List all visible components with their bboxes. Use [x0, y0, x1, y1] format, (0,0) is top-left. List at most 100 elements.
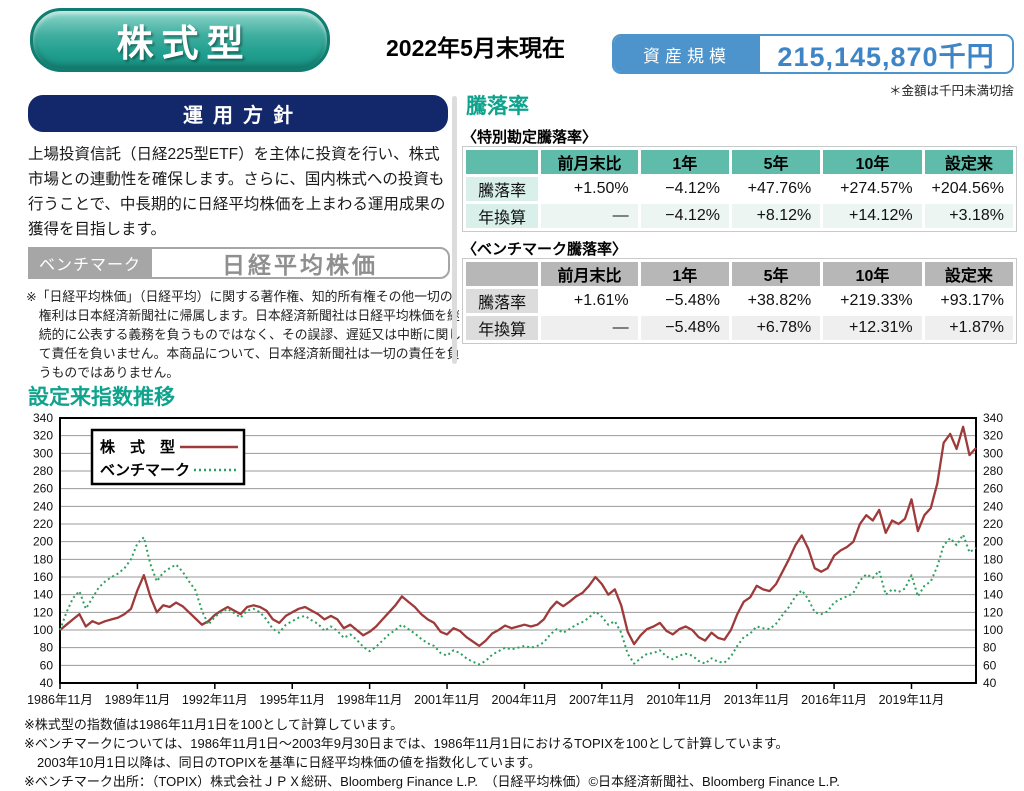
footnote-line: ※ベンチマーク出所：（TOPIX）株式会社ＪＰＸ総研、Bloomberg Fin…: [24, 773, 840, 789]
performance-section-title: 騰落率: [466, 95, 529, 118]
table-row: 騰落率 +1.50% −4.12% +47.76% +274.57% +204.…: [466, 177, 1013, 201]
svg-text:200: 200: [33, 535, 53, 549]
perf-value: −4.12%: [640, 204, 729, 228]
svg-text:180: 180: [33, 552, 53, 566]
row-label: 年換算: [466, 316, 539, 340]
table-row: 年換算 — −5.48% +6.78% +12.31% +1.87%: [466, 316, 1013, 340]
table-header-row: 前月末比 1年 5年 10年 設定来: [466, 150, 1013, 174]
perf-value: −5.48%: [640, 289, 729, 313]
svg-text:2004年11月: 2004年11月: [492, 693, 558, 707]
perf-value: +204.56%: [924, 177, 1013, 201]
svg-text:160: 160: [33, 570, 53, 584]
perf-value: +1.50%: [541, 177, 638, 201]
table-row: 騰落率 +1.61% −5.48% +38.82% +219.33% +93.1…: [466, 289, 1013, 313]
row-label: 騰落率: [466, 177, 539, 201]
svg-text:120: 120: [33, 605, 53, 619]
perf-value: −5.48%: [640, 316, 729, 340]
table2-benchmark: 前月末比 1年 5年 10年 設定来 騰落率 +1.61% −5.48% +38…: [462, 258, 1017, 344]
row-label: 年換算: [466, 204, 539, 228]
svg-text:ベンチマーク: ベンチマーク: [100, 462, 190, 479]
perf-value: +1.87%: [924, 316, 1013, 340]
perf-value: +219.33%: [823, 289, 922, 313]
svg-text:300: 300: [33, 446, 53, 460]
perf-value: +38.82%: [731, 289, 821, 313]
col-header: 1年: [640, 150, 729, 174]
aum-rounding-note: ＊金額は千円未満切捨: [888, 84, 1014, 98]
table1-special-account: 前月末比 1年 5年 10年 設定来 騰落率 +1.50% −4.12% +47…: [462, 146, 1017, 232]
row-label: 騰落率: [466, 289, 539, 313]
col-header: 前月末比: [541, 262, 638, 286]
perf-value: +14.12%: [823, 204, 922, 228]
svg-text:120: 120: [983, 605, 1003, 619]
svg-text:240: 240: [33, 499, 53, 513]
svg-text:1998年11月: 1998年11月: [337, 693, 403, 707]
svg-text:300: 300: [983, 446, 1003, 460]
svg-text:100: 100: [33, 623, 53, 637]
col-header: [466, 262, 539, 286]
svg-text:株 式 型: 株 式 型: [100, 438, 175, 456]
svg-text:80: 80: [40, 641, 54, 655]
index-chart-container: 40 40 60 60 80 80 100 100 120 120 140 140 160 160 180 1…: [20, 408, 1020, 708]
svg-text:60: 60: [983, 658, 997, 672]
aum-value: 215,145,870千円: [777, 41, 995, 72]
svg-text:1995年11月: 1995年11月: [259, 693, 325, 707]
svg-text:280: 280: [983, 464, 1003, 478]
svg-text:2010年11月: 2010年11月: [646, 693, 712, 707]
svg-text:340: 340: [983, 411, 1003, 425]
index-chart: 40 40 60 60 80 80 100 100 120 120 140 140 160 160 180 1…: [27, 411, 1003, 707]
perf-value: −4.12%: [640, 177, 729, 201]
perf-value: +1.61%: [541, 289, 638, 313]
perf-value: —: [541, 204, 638, 228]
svg-text:220: 220: [33, 517, 53, 531]
table-row: 年換算 — −4.12% +8.12% +14.12% +3.18%: [466, 204, 1013, 228]
footnote-line: 2003年10月1日以降は、同日のTOPIXを基準に日経平均株価の値を指数化して…: [24, 754, 541, 770]
perf-value: +47.76%: [731, 177, 821, 201]
footnote-line: ※ベンチマークについては、1986年11月1日～2003年9月30日までは、19…: [24, 735, 789, 751]
svg-text:80: 80: [983, 641, 997, 655]
svg-text:320: 320: [33, 429, 53, 443]
perf-value: —: [541, 316, 638, 340]
table1-caption: 〈特別勘定騰落率〉: [462, 129, 598, 146]
policy-title: 運用方針: [183, 105, 303, 127]
benchmark-label: ベンチマーク: [28, 247, 152, 279]
svg-text:2013年11月: 2013年11月: [724, 693, 790, 707]
svg-text:140: 140: [983, 588, 1003, 602]
perf-value: +274.57%: [823, 177, 922, 201]
col-header: 10年: [823, 150, 922, 174]
perf-value: +3.18%: [924, 204, 1013, 228]
svg-text:260: 260: [983, 482, 1003, 496]
col-header: 5年: [731, 262, 821, 286]
svg-text:2019年11月: 2019年11月: [879, 693, 945, 707]
footnote-line: ※株式型の指数値は1986年11月1日を100として計算しています。: [24, 717, 404, 732]
policy-section-header: 運用方針: [28, 95, 448, 132]
table-header-row: 前月末比 1年 5年 10年 設定来: [466, 262, 1013, 286]
svg-text:1992年11月: 1992年11月: [182, 693, 248, 707]
footnotes: ※株式型の指数値は1986年11月1日を100として計算しています。 ※ベンチマ…: [24, 716, 1014, 791]
col-header: 10年: [823, 262, 922, 286]
perf-value: +12.31%: [823, 316, 922, 340]
svg-text:60: 60: [40, 658, 54, 672]
svg-text:280: 280: [33, 464, 53, 478]
col-header: 前月末比: [541, 150, 638, 174]
svg-text:160: 160: [983, 570, 1003, 584]
svg-text:140: 140: [33, 588, 53, 602]
svg-text:40: 40: [983, 676, 997, 690]
benchmark-value: 日経平均株価: [150, 247, 450, 279]
policy-body-text: 上場投資信託（日経225型ETF）を主体に投資を行い、株式市場との連動性を確保し…: [28, 146, 446, 239]
svg-text:100: 100: [983, 623, 1003, 637]
svg-text:1986年11月: 1986年11月: [27, 693, 93, 707]
benchmark-disclaimer: ※「日経平均株価」（日経平均）に関する著作権、知的所有権その他一切の権利は日本経…: [26, 289, 462, 380]
chart-title: 設定来指数推移: [28, 386, 175, 409]
svg-text:200: 200: [983, 535, 1003, 549]
svg-text:1989年11月: 1989年11月: [105, 693, 171, 707]
svg-text:220: 220: [983, 517, 1003, 531]
svg-text:2007年11月: 2007年11月: [569, 693, 635, 707]
table2-caption: 〈ベンチマーク騰落率〉: [462, 241, 628, 258]
col-header: 設定来: [924, 150, 1013, 174]
svg-text:2016年11月: 2016年11月: [801, 693, 867, 707]
col-header: 5年: [731, 150, 821, 174]
svg-text:320: 320: [983, 429, 1003, 443]
perf-value: +8.12%: [731, 204, 821, 228]
col-header: [466, 150, 539, 174]
